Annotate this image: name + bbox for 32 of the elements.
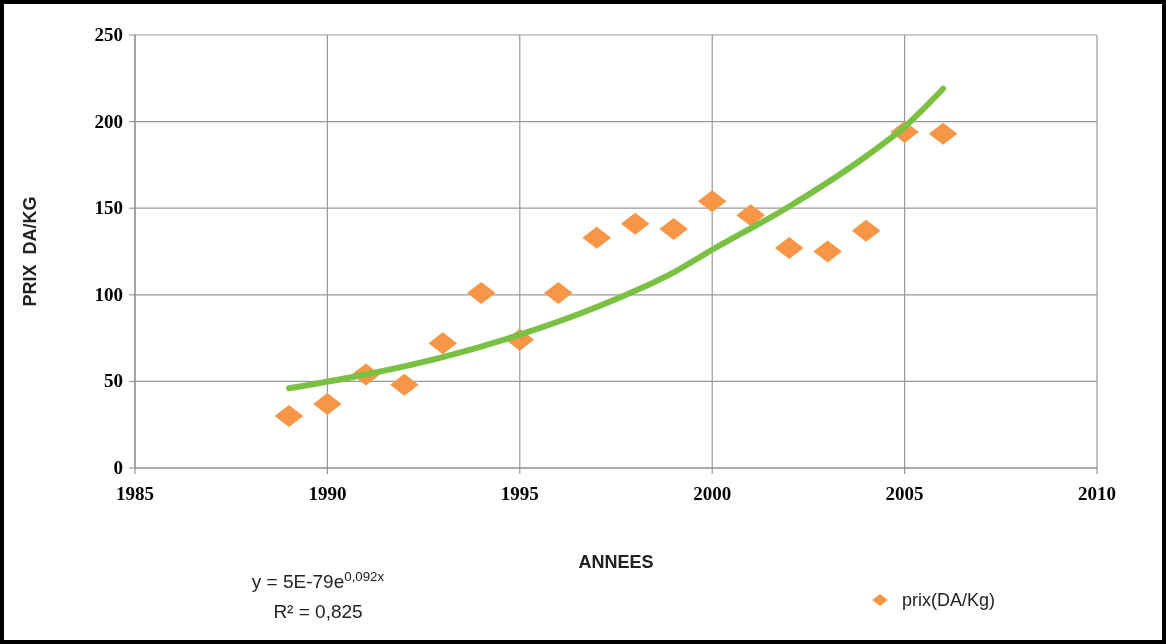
point — [928, 122, 958, 145]
x-tick-label: 1995 — [500, 483, 539, 504]
y-tick-label: 100 — [94, 283, 123, 305]
y-tick-label: 250 — [94, 24, 123, 45]
x-axis-title: ANNEES — [578, 552, 654, 572]
point — [582, 226, 612, 249]
point — [467, 282, 496, 305]
text: y = 5E-79e$^{0,092x}$ — [251, 568, 385, 592]
point — [313, 392, 342, 415]
point — [813, 240, 842, 263]
x-tick-label: 2010 — [1078, 483, 1116, 504]
text: R² = 0,825 — [273, 601, 363, 622]
point — [620, 212, 650, 235]
y-tick-label: 50 — [104, 370, 123, 392]
legend-label: prix(DA/Kg) — [902, 590, 996, 610]
y-tick-label: 0 — [113, 457, 123, 478]
point — [851, 219, 881, 242]
x-tick-label: 2000 — [693, 483, 732, 504]
x-tick-label: 1985 — [116, 483, 154, 504]
x-tick-label: 1990 — [308, 483, 347, 504]
y-tick-label: 150 — [94, 197, 123, 219]
point — [659, 217, 689, 240]
x-tick-label: 2005 — [885, 483, 924, 504]
point — [428, 332, 458, 355]
point — [274, 405, 304, 428]
y-axis-title: PRIX DA/KG — [20, 196, 40, 307]
y-tick-label: 200 — [94, 110, 123, 132]
point — [697, 190, 727, 213]
point — [774, 237, 804, 260]
point — [390, 373, 419, 396]
point — [736, 204, 765, 227]
point — [543, 282, 573, 305]
